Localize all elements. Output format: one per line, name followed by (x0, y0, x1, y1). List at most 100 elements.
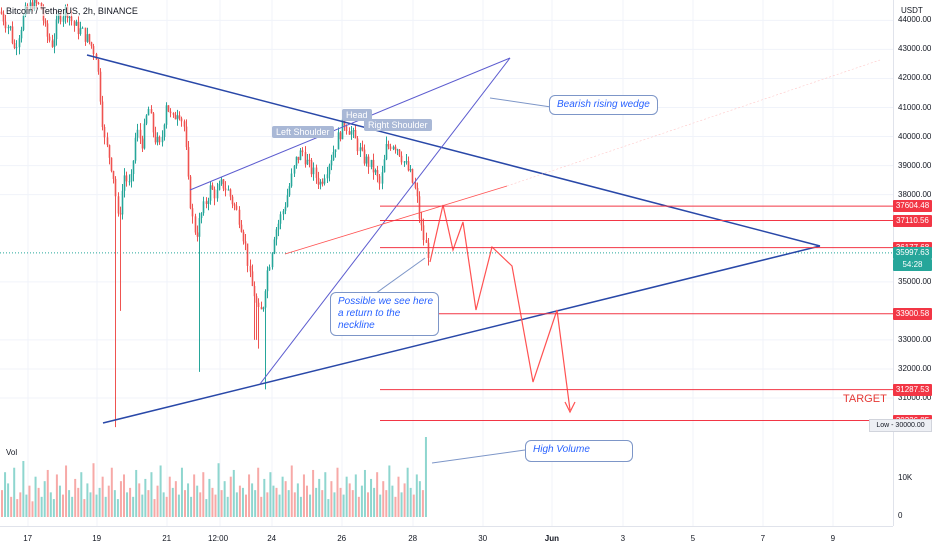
currency-label[interactable]: USDT (901, 6, 923, 15)
left-shoulder-label[interactable]: Left Shoulder (272, 126, 334, 138)
neckline-note-pointer (371, 257, 426, 297)
price-tick-label: 32000.00 (898, 363, 932, 373)
volume-bar (180, 467, 183, 517)
volume-bar (400, 492, 403, 517)
candle-body (275, 229, 278, 240)
volume-bar (251, 483, 254, 517)
candle-body (271, 253, 274, 268)
high-volume-pointer (431, 449, 526, 464)
symbol-title[interactable]: Bitcoin / TetherUS, 2h, BINANCE (6, 6, 138, 16)
candle-body (290, 173, 293, 187)
price-tag: 54:28 (893, 258, 932, 271)
candle-body (348, 131, 351, 135)
volume-bar (126, 492, 129, 517)
candle-body (163, 124, 166, 137)
candle-body (326, 174, 329, 179)
volume-bar (385, 490, 388, 517)
volume-bar (4, 472, 7, 517)
volume-bar (254, 490, 257, 517)
candle-body (150, 109, 153, 114)
bearish-wedge-callout[interactable]: Bearish rising wedge (549, 95, 658, 115)
volume-bar (409, 487, 412, 517)
candle-body (147, 109, 150, 116)
candle-body (77, 21, 80, 35)
candle-body (407, 161, 410, 171)
volume-bar (223, 481, 226, 517)
candle-body (128, 181, 131, 183)
candle-body (7, 26, 10, 29)
candle-body (299, 150, 302, 161)
volume-bar (174, 481, 177, 517)
candle-body (321, 181, 324, 184)
neckline-note-callout[interactable]: Possible we see here a return to the nec… (330, 292, 439, 336)
candle-body (268, 267, 271, 271)
candle-body (288, 186, 291, 196)
candle-body (88, 34, 91, 43)
time-tick-label: 12:00 (208, 534, 229, 543)
time-tick-label: 26 (337, 534, 347, 543)
candle-body (209, 185, 212, 201)
volume-bar (415, 474, 418, 517)
candle-body (81, 27, 84, 29)
volume-bar (284, 481, 287, 517)
volume-bar (110, 467, 113, 517)
head-label[interactable]: Head (342, 109, 372, 121)
volume-bar (293, 492, 296, 517)
volume-bar (58, 485, 61, 517)
volume-bar (123, 474, 125, 517)
candle-body (180, 118, 183, 122)
volume-bar (290, 465, 293, 517)
volume-bar (342, 494, 345, 517)
candle-body (363, 149, 366, 164)
candle-body (172, 113, 175, 115)
candle-body (308, 159, 311, 161)
volume-bar (55, 474, 58, 517)
upper-trend-line (86, 54, 821, 247)
high-volume-callout[interactable]: High Volume (525, 440, 633, 462)
volume-bar (68, 490, 71, 517)
volume-bar (165, 496, 168, 517)
volume-bar (80, 472, 83, 517)
candle-body (18, 38, 21, 48)
volume-bar (16, 499, 19, 517)
time-tick-label: 9 (830, 534, 836, 543)
volume-bar (302, 474, 305, 517)
candle-body (385, 144, 388, 160)
volume-bar (71, 496, 74, 517)
candle-body (323, 178, 326, 184)
volume-bar (138, 483, 141, 517)
volume-bar (373, 487, 376, 517)
volume-bar (113, 490, 116, 517)
volume-bar (324, 472, 327, 517)
candle-body (356, 138, 359, 152)
volume-bar (318, 478, 321, 517)
candle-body (262, 307, 265, 310)
price-tick-label: 43000.00 (898, 44, 932, 54)
volume-bar (116, 499, 119, 517)
time-axis[interactable] (0, 526, 893, 551)
volume-bar (406, 467, 409, 517)
volume-bar (315, 487, 318, 517)
candle-body (191, 208, 194, 217)
volume-bar (306, 485, 308, 517)
volume-bar (309, 494, 312, 517)
volume-bar (260, 496, 263, 517)
volume-label[interactable]: Vol (6, 448, 18, 457)
volume-bar (86, 483, 89, 517)
volume-tick-label: 0 (898, 511, 903, 520)
candle-body (293, 165, 296, 174)
volume-bar (205, 499, 208, 517)
candle-body (33, 0, 36, 10)
candle-body (416, 187, 419, 197)
candle-body (301, 150, 304, 153)
candle-body (202, 201, 205, 214)
candle-body (48, 36, 51, 41)
candle-body (284, 206, 287, 211)
right-shoulder-label[interactable]: Right Shoulder (364, 119, 432, 131)
neckline-note-line-1: Possible we see here (338, 296, 434, 307)
volume-bar (257, 467, 260, 517)
projection-path (429, 204, 571, 411)
volume-bar (412, 494, 415, 517)
volume-bar (144, 478, 147, 517)
